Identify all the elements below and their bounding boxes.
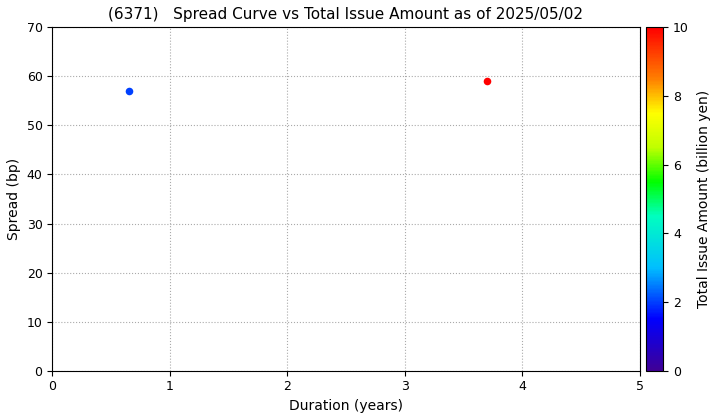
- Y-axis label: Spread (bp): Spread (bp): [7, 158, 21, 240]
- Point: [123, 88, 135, 94]
- X-axis label: Duration (years): Duration (years): [289, 399, 403, 413]
- Y-axis label: Total Issue Amount (billion yen): Total Issue Amount (billion yen): [697, 90, 711, 308]
- Title: (6371)   Spread Curve vs Total Issue Amount as of 2025/05/02: (6371) Spread Curve vs Total Issue Amoun…: [109, 7, 583, 22]
- Point: [481, 78, 492, 84]
